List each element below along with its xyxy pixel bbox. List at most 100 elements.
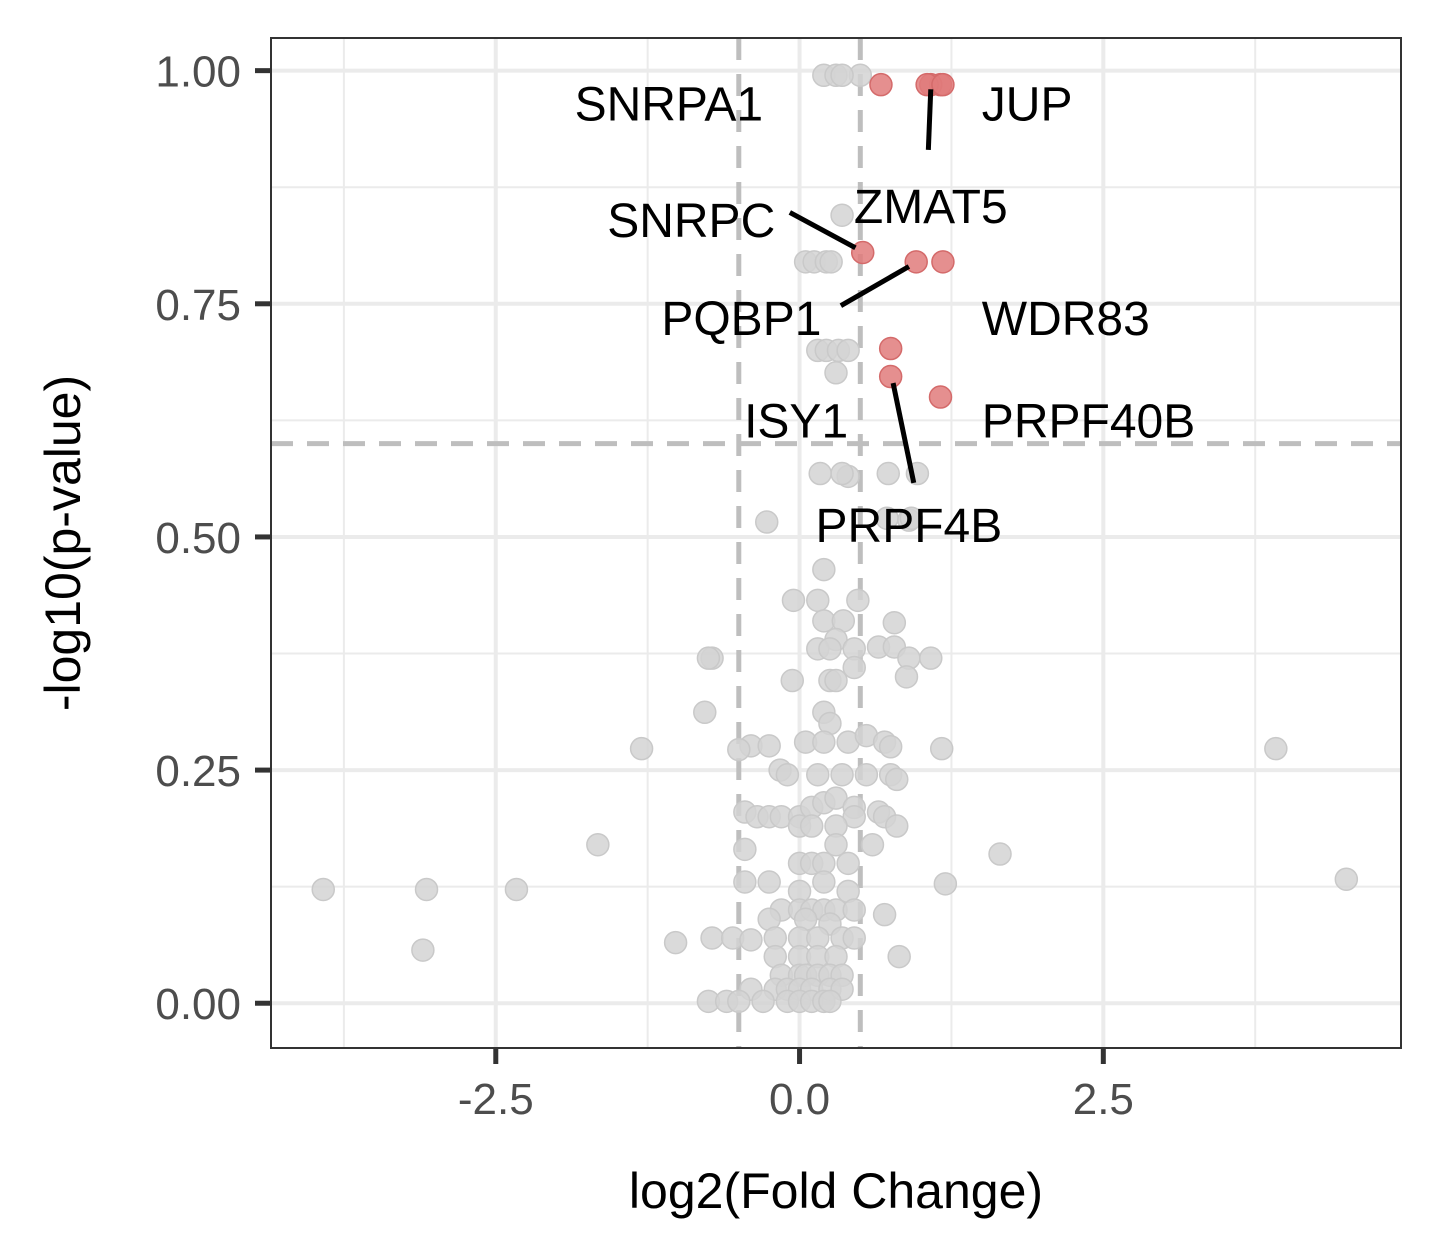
gene-label-isy1: ISY1 <box>744 395 848 448</box>
nonsignificant-point <box>818 637 842 661</box>
nonsignificant-point <box>830 461 854 486</box>
nonsignificant-point <box>775 762 800 787</box>
nonsignificant-point <box>733 837 757 862</box>
leader-line <box>788 210 857 251</box>
significant-point <box>850 240 875 265</box>
leader-line <box>925 89 934 151</box>
nonsignificant-point <box>824 832 848 857</box>
gene-label-jup: JUP <box>982 78 1073 131</box>
nonsignificant-point <box>842 804 866 829</box>
nonsignificant-point <box>504 877 529 902</box>
nonsignificant-point <box>799 814 824 838</box>
y-axis-title: -log10(p-value) <box>35 375 91 711</box>
gene-label-zmat5: ZMAT5 <box>854 181 1008 234</box>
nonsignificant-point <box>414 877 439 902</box>
y-tick-label: 1.00 <box>155 48 241 97</box>
significant-point <box>869 72 893 97</box>
gene-label-pqbp1: PQBP1 <box>661 293 821 346</box>
nonsignificant-point <box>933 872 958 896</box>
nonsignificant-point <box>885 814 909 838</box>
significant-point <box>931 72 955 97</box>
significant-point <box>878 336 903 361</box>
nonsignificant-point <box>885 767 909 792</box>
x-tick-label: 2.5 <box>1073 1075 1134 1124</box>
nonsignificant-point <box>878 735 903 759</box>
leader-line <box>839 264 911 308</box>
nonsignificant-point <box>1334 867 1359 891</box>
nonsignificant-point <box>830 203 854 227</box>
nonsignificant-point <box>882 610 907 635</box>
gene-label-prpf40b: PRPF40B <box>982 395 1195 448</box>
y-tick-label: 0.75 <box>155 281 241 330</box>
significant-point <box>878 364 903 389</box>
x-axis-title: log2(Fold Change) <box>629 1163 1043 1219</box>
nonsignificant-point <box>808 461 832 486</box>
significant-points <box>850 72 955 409</box>
leader-line <box>890 382 917 484</box>
y-tick-label: 0.25 <box>155 747 241 796</box>
nonsignificant-point <box>629 736 654 761</box>
significant-point <box>931 250 955 274</box>
nonsignificant-point <box>693 700 717 725</box>
nonsignificant-point <box>812 870 836 894</box>
y-tick-label: 0.00 <box>155 980 241 1029</box>
nonsignificant-point <box>806 588 830 613</box>
nonsignificant-point <box>727 989 751 1014</box>
nonsignificant-point <box>836 851 860 876</box>
nonsignificant-point <box>842 926 866 950</box>
y-tick-label: 0.50 <box>155 514 241 563</box>
nonsignificant-point <box>700 926 724 950</box>
nonsignificant-point <box>836 338 860 363</box>
nonsignificant-point <box>860 832 885 857</box>
nonsignificant-point <box>929 736 954 761</box>
nonsignificant-point <box>854 762 879 787</box>
nonsignificant-point <box>830 63 854 88</box>
nonsignificant-point <box>824 668 848 693</box>
nonsignificant-point <box>663 930 688 955</box>
y-axis-ticks: 0.00 0.25 0.50 0.75 1.00 <box>155 48 271 1029</box>
nonsignificant-point <box>899 506 924 531</box>
nonsignificant-point <box>757 734 781 758</box>
nonsignificant-point <box>727 737 751 762</box>
nonsignificant-point <box>754 510 779 534</box>
nonsignificant-points <box>311 63 1359 1014</box>
significant-point <box>928 385 953 409</box>
x-tick-label: -2.5 <box>458 1075 534 1124</box>
nonsignificant-point <box>846 588 870 613</box>
nonsignificant-point <box>696 646 721 670</box>
nonsignificant-point <box>586 832 610 857</box>
nonsignificant-point <box>988 842 1012 866</box>
nonsignificant-point <box>824 786 848 810</box>
nonsignificant-point <box>780 668 805 693</box>
nonsignificant-point <box>842 898 866 922</box>
label-leader-lines <box>788 89 934 484</box>
gene-label-snrpc: SNRPC <box>607 195 775 248</box>
nonsignificant-point <box>781 588 806 613</box>
nonsignificant-point <box>876 461 900 486</box>
panel-border <box>270 37 1402 1049</box>
gene-label-wdr83: WDR83 <box>982 293 1150 346</box>
nonsignificant-point <box>824 361 848 385</box>
nonsignificant-point <box>311 877 335 902</box>
nonsignificant-point <box>830 762 854 787</box>
nonsignificant-point <box>819 250 843 274</box>
gene-label-snrpa1: SNRPA1 <box>575 78 764 131</box>
nonsignificant-point <box>733 870 757 894</box>
nonsignificant-point <box>887 944 911 969</box>
nonsignificant-point <box>894 665 919 689</box>
nonsignificant-point <box>757 870 781 894</box>
nonsignificant-point <box>812 730 836 754</box>
nonsignificant-point <box>872 902 897 927</box>
nonsignificant-point <box>806 762 830 787</box>
nonsignificant-point <box>812 557 836 582</box>
nonsignificant-point <box>919 646 943 670</box>
nonsignificant-point <box>842 655 866 680</box>
significant-point <box>904 250 928 274</box>
gene-labels: SNRPA1 JUP ZMAT5 SNRPC PQBP1 WDR83 ISY1 PRPF4B P… <box>575 78 1196 553</box>
x-axis-ticks: -2.5 0.0 2.5 <box>458 1048 1134 1124</box>
nonsignificant-point <box>739 928 763 952</box>
nonsignificant-point <box>411 938 435 962</box>
gene-label-prpf4b: PRPF4B <box>816 500 1003 553</box>
nonsignificant-point <box>751 989 775 1014</box>
